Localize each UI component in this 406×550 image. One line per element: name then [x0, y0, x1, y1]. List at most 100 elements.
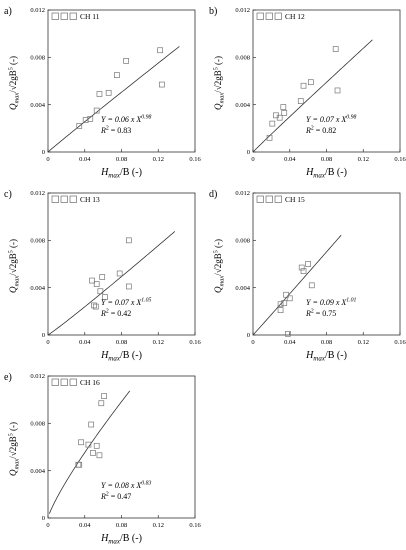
- legend-marker: [51, 195, 59, 203]
- x-axis-title-sub: max: [108, 538, 121, 546]
- x-tick-label: 0.16: [189, 522, 201, 529]
- x-tick-label: 0: [251, 156, 254, 163]
- x-tick-label: 0.04: [79, 156, 91, 163]
- r-squared-label: R: [100, 492, 106, 501]
- data-point: [276, 114, 283, 121]
- data-point: [300, 82, 307, 89]
- x-tick-label: 0.04: [79, 339, 91, 346]
- data-point: [280, 104, 287, 110]
- data-point: [105, 89, 112, 96]
- data-point: [159, 81, 165, 88]
- legend-label: CH 16: [80, 378, 100, 387]
- data-point: [300, 268, 307, 274]
- data-point: [308, 282, 315, 289]
- data-point: [76, 123, 83, 129]
- data-point: [93, 442, 100, 449]
- x-tick-label: 0: [251, 339, 254, 346]
- legend-marker: [274, 195, 282, 203]
- y-axis-title-sup: 5: [214, 250, 220, 253]
- data-point: [90, 450, 96, 456]
- x-tick-label: 0: [46, 522, 49, 529]
- y-axis-title-sub: max: [219, 93, 226, 104]
- y-axis-title-tail: (-): [8, 56, 18, 67]
- y-tick-label: 0: [42, 515, 45, 522]
- r-squared: R2 = 0.75: [305, 309, 336, 319]
- x-axis-title-sub: max: [313, 172, 326, 180]
- y-axis-title: Qmax/√2gB5 (-): [8, 422, 21, 476]
- y-axis-title-sub: max: [14, 276, 21, 287]
- y-axis-title-rest: /√2gB: [8, 436, 18, 458]
- y-tick-label: 0.012: [235, 190, 250, 197]
- x-axis-title-rest: /B (-): [325, 167, 347, 178]
- x-tick-label: 0.04: [284, 156, 296, 163]
- y-tick-label: 0.012: [30, 7, 45, 14]
- r-squared: R2 = 0.82: [305, 126, 336, 136]
- x-axis-title: Hmax/B (-): [100, 533, 142, 546]
- legend-marker: [256, 12, 264, 20]
- fit-equation-text: Y = 0.07 x X: [101, 298, 142, 307]
- x-tick-label: 0.08: [116, 156, 127, 163]
- x-axis-title-rest: /B (-): [120, 533, 142, 544]
- x-tick-label: 0.12: [358, 339, 369, 346]
- y-tick-label: 0.008: [235, 238, 250, 245]
- x-axis-title: Hmax/B (-): [100, 350, 142, 363]
- y-tick-label: 0: [42, 332, 45, 339]
- legend-marker: [51, 12, 59, 20]
- fit-equation: Y = 0.09 x X1.01: [306, 298, 357, 308]
- data-point: [93, 281, 100, 287]
- y-axis-title-sup: 5: [214, 67, 220, 70]
- data-point: [123, 58, 129, 64]
- data-point: [87, 116, 94, 122]
- x-axis-title-main: H: [305, 167, 314, 178]
- y-tick-label: 0.008: [30, 421, 45, 428]
- legend-marker: [256, 195, 264, 203]
- y-axis-title-main: Q: [8, 103, 18, 110]
- data-point: [269, 120, 276, 127]
- y-tick-label: 0.012: [30, 190, 45, 197]
- data-point: [283, 291, 289, 298]
- x-axis-title-rest: /B (-): [120, 350, 142, 361]
- y-tick-label: 0.008: [235, 55, 250, 62]
- data-point: [281, 110, 288, 116]
- legend-marker: [265, 12, 273, 20]
- data-point: [98, 400, 105, 407]
- y-axis-title-main: Q: [8, 469, 18, 476]
- data-point: [92, 303, 99, 310]
- panel-label: e): [4, 372, 12, 383]
- fit-equation: Y = 0.06 x X0.98: [101, 115, 152, 125]
- data-point: [114, 72, 120, 78]
- x-tick-label: 0: [46, 156, 49, 163]
- y-axis-title-tail: (-): [8, 239, 18, 250]
- r-squared-value: = 0.42: [109, 309, 132, 318]
- x-axis-title-main: H: [100, 533, 109, 544]
- data-point: [96, 452, 103, 459]
- fit-equation-text: Y = 0.08 x X: [101, 481, 142, 490]
- y-axis-title-sup: 5: [9, 250, 15, 253]
- panel-label: a): [4, 6, 12, 17]
- x-tick-label: 0.16: [189, 339, 201, 346]
- data-point: [101, 393, 107, 399]
- legend-marker: [51, 378, 59, 386]
- data-point: [332, 46, 339, 52]
- r-squared-value: = 0.83: [109, 126, 132, 135]
- x-axis-title-sub: max: [108, 355, 121, 363]
- y-tick-label: 0.004: [235, 285, 250, 292]
- x-tick-label: 0.04: [284, 339, 296, 346]
- x-axis-title-main: H: [305, 350, 314, 361]
- y-tick-label: 0: [247, 332, 250, 339]
- y-axis-title-sub: max: [14, 93, 21, 104]
- r-squared-label: R: [100, 126, 106, 135]
- legend-marker: [69, 378, 77, 386]
- legend-marker: [60, 378, 68, 386]
- r-squared-label: R: [100, 309, 106, 318]
- x-axis-title-main: H: [100, 167, 109, 178]
- x-axis-title: Hmax/B (-): [305, 167, 347, 180]
- fit-equation: Y = 0.08 x X0.83: [101, 481, 152, 491]
- fit-curve: [252, 234, 342, 336]
- data-point: [285, 330, 291, 337]
- legend-marker: [265, 195, 273, 203]
- data-point: [102, 294, 108, 300]
- data-point: [266, 134, 273, 141]
- y-tick-label: 0: [42, 149, 45, 156]
